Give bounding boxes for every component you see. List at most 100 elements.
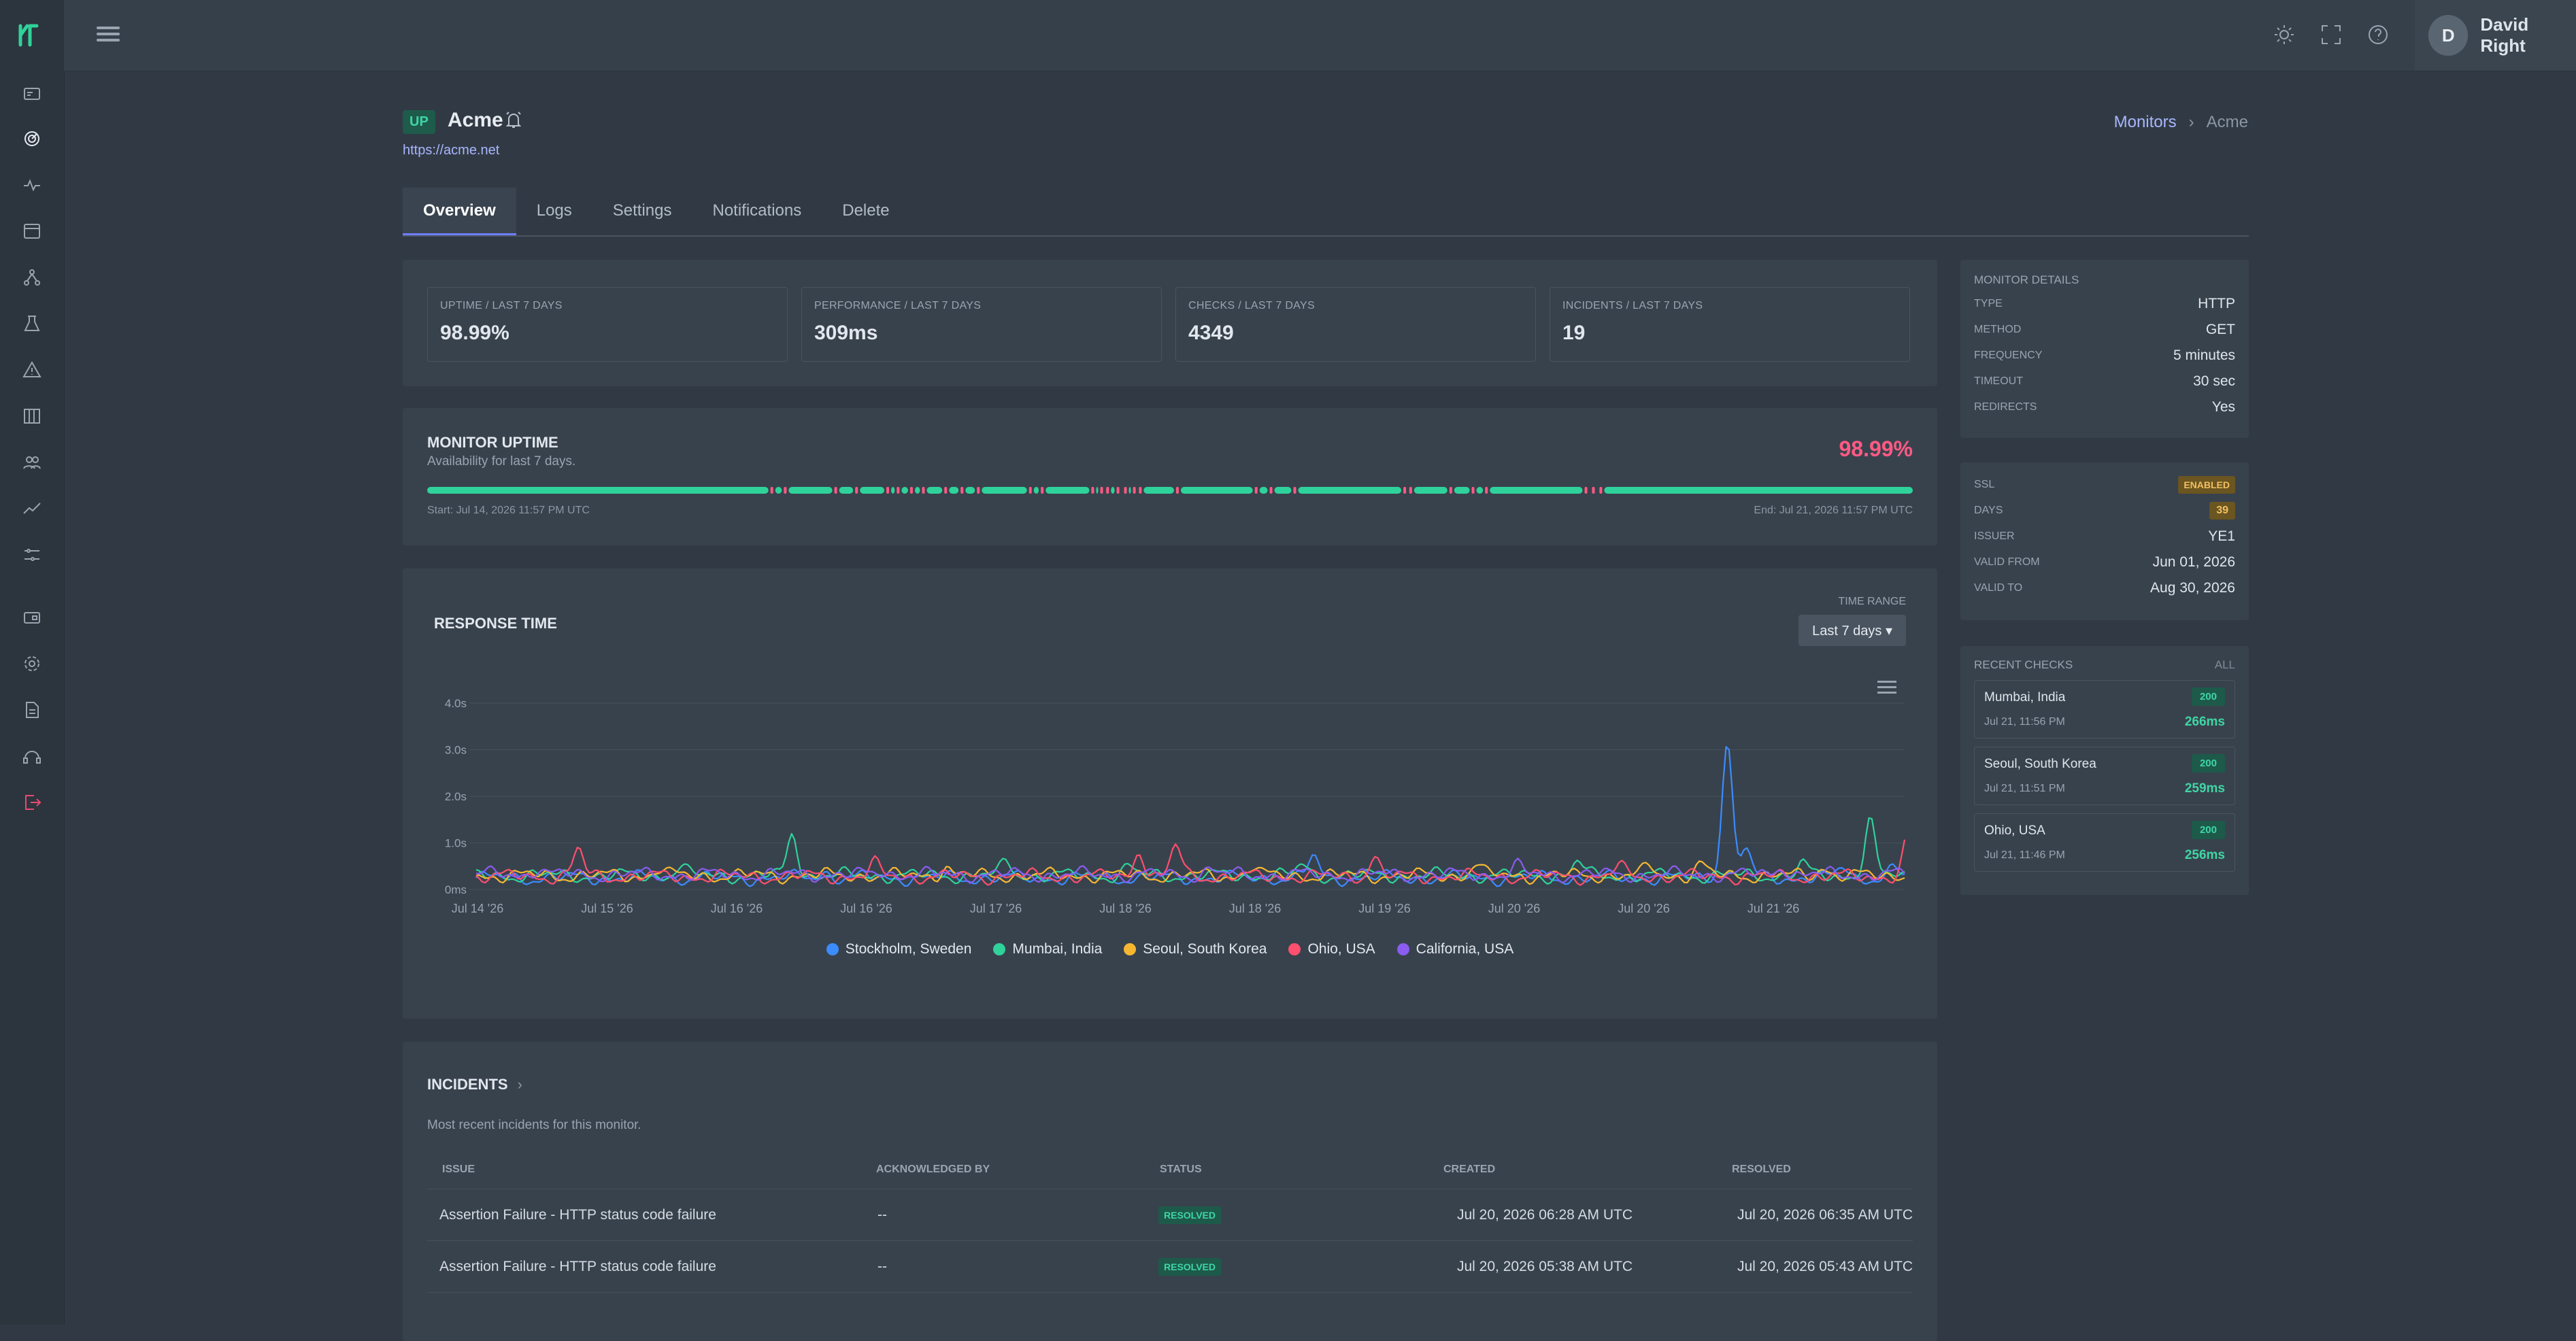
downtime-marker — [1293, 487, 1297, 494]
detail-value: 5 minutes — [2173, 347, 2235, 363]
downtime-marker — [1041, 487, 1044, 494]
stats-panel: UPTIME / LAST 7 DAYS 98.99% PERFORMANCE … — [403, 260, 1937, 386]
downtime-marker — [1028, 487, 1032, 494]
integrations-icon[interactable] — [18, 264, 46, 291]
downtime-marker — [1471, 487, 1475, 494]
settings-list-icon[interactable] — [18, 541, 46, 568]
recent-checks-panel: RECENT CHECKS All Mumbai, India Jul 21, … — [1960, 646, 2249, 895]
incident-issue: Assertion Failure - HTTP status code fai… — [439, 1206, 716, 1223]
incident-resolved: Jul 20, 2026 05:43 AM UTC — [1737, 1258, 1913, 1274]
legend-item-stockholm[interactable]: Stockholm, Sweden — [826, 941, 971, 957]
downtime-marker — [1139, 487, 1142, 494]
uptime-subtitle: Availability for last 7 days. — [427, 454, 576, 469]
ssl-days-label: DAYS — [1974, 505, 2003, 516]
view-all-checks-link[interactable]: All — [2214, 658, 2235, 671]
incident-created: Jul 20, 2026 06:28 AM UTC — [1457, 1206, 1633, 1223]
column-header: STATUS — [1160, 1164, 1202, 1175]
table-row[interactable]: Assertion Failure - HTTP status code fai… — [427, 1241, 1913, 1293]
legend-label: California, USA — [1416, 941, 1514, 957]
stat-value: 309ms — [814, 322, 878, 344]
gear-icon[interactable] — [18, 650, 46, 677]
check-time: Jul 21, 11:51 PM — [1984, 783, 2065, 794]
menu-toggle-icon[interactable] — [97, 23, 120, 46]
uptime-bar[interactable] — [427, 487, 1913, 494]
user-menu[interactable]: D David Right — [2415, 0, 2576, 71]
ssl-key: VALID TO — [1974, 582, 2023, 594]
stat-performance: PERFORMANCE / LAST 7 DAYS 309ms — [801, 287, 1162, 362]
legend-item-seoul[interactable]: Seoul, South Korea — [1124, 941, 1267, 957]
fullscreen-icon[interactable] — [2318, 22, 2344, 48]
uptime-segment — [965, 487, 975, 494]
stat-label: CHECKS / LAST 7 DAYS — [1188, 300, 1315, 311]
ssl-key: VALID FROM — [1974, 556, 2040, 568]
status-pages-icon[interactable] — [18, 403, 46, 430]
monitor-details-title: MONITOR DETAILS — [1974, 273, 2079, 286]
legend-label: Mumbai, India — [1012, 941, 1103, 957]
downtime-marker — [1592, 487, 1595, 494]
check-item[interactable]: Seoul, South Korea Jul 21, 11:51 PM 200 … — [1974, 747, 2235, 805]
x-tick-label: Jul 16 '26 — [711, 902, 763, 915]
tab-settings[interactable]: Settings — [612, 201, 672, 220]
uptime-segment — [1604, 487, 1913, 494]
detail-key: METHOD — [1974, 324, 2022, 335]
billing-icon[interactable] — [18, 604, 46, 631]
logo[interactable] — [15, 22, 49, 49]
reports-icon[interactable] — [18, 495, 46, 522]
uptime-segment — [1033, 487, 1039, 494]
ssl-value: Jun 01, 2026 — [2152, 554, 2235, 570]
incidents-icon[interactable] — [18, 356, 46, 384]
series-line-california-usa — [475, 858, 1905, 884]
support-icon[interactable] — [18, 743, 46, 770]
stat-label: UPTIME / LAST 7 DAYS — [440, 300, 563, 311]
logout-icon[interactable] — [18, 789, 46, 816]
stat-label: INCIDENTS / LAST 7 DAYS — [1562, 300, 1703, 311]
downtime-marker — [1133, 487, 1136, 494]
uptime-segment — [1454, 487, 1470, 494]
check-item[interactable]: Mumbai, India Jul 21, 11:56 PM 200 266ms — [1974, 680, 2235, 739]
monitors-icon[interactable] — [18, 125, 46, 152]
y-tick-label: 2.0s — [445, 790, 467, 803]
downtime-marker — [944, 487, 948, 494]
monitor-url-link[interactable]: https://acme.net — [403, 143, 500, 158]
ssl-panel: SSL ENABLED DAYS 39 ISSUER YE1 VALID FROM Ju… — [1960, 462, 2249, 620]
tab-delete[interactable]: Delete — [842, 201, 890, 220]
legend-item-california[interactable]: California, USA — [1396, 941, 1514, 957]
uptime-segment — [1274, 487, 1292, 494]
page-title: Acme — [448, 109, 503, 131]
docs-icon[interactable] — [18, 696, 46, 724]
downtime-marker — [977, 487, 980, 494]
dashboard-icon[interactable] — [18, 80, 46, 107]
breadcrumb-monitors-link[interactable]: Monitors — [2113, 113, 2177, 131]
sun-icon[interactable] — [2271, 22, 2297, 48]
bell-icon[interactable] — [503, 110, 524, 131]
tab-logs[interactable]: Logs — [536, 201, 572, 220]
tab-overview[interactable]: Overview — [403, 188, 516, 235]
help-icon[interactable] — [2365, 22, 2391, 48]
time-range-dropdown[interactable]: Last 7 days ▾ — [1799, 615, 1906, 646]
legend-dot — [1288, 943, 1301, 955]
uptime-segment — [1046, 487, 1090, 494]
tab-notifications[interactable]: Notifications — [712, 201, 802, 220]
team-icon[interactable] — [18, 449, 46, 476]
incidents-header[interactable]: INCIDENTS › — [427, 1076, 522, 1093]
downtime-marker — [834, 487, 837, 494]
chart-menu-icon[interactable] — [1877, 677, 1896, 695]
downtime-marker — [886, 487, 890, 494]
check-item[interactable]: Ohio, USA Jul 21, 11:46 PM 200 256ms — [1974, 813, 2235, 872]
legend-dot — [1124, 943, 1137, 955]
table-row[interactable]: Assertion Failure - HTTP status code fai… — [427, 1189, 1913, 1241]
heartbeat-icon[interactable] — [18, 171, 46, 199]
legend-item-ohio[interactable]: Ohio, USA — [1288, 941, 1375, 957]
tests-icon[interactable] — [18, 310, 46, 337]
downtime-marker — [909, 487, 913, 494]
uptime-segment — [839, 487, 854, 494]
response-time-chart: 0ms 1.0s 2.0s 3.0s 4.0s Jul 14 '26 Jul 15 '26 J… — [445, 697, 1906, 915]
ssl-key: ISSUER — [1974, 530, 2015, 542]
x-tick-label: Jul 21 '26 — [1747, 902, 1800, 915]
y-tick-label: 0ms — [445, 883, 467, 896]
pages-icon[interactable] — [18, 218, 46, 245]
column-header: RESOLVED — [1732, 1164, 1791, 1175]
uptime-segment — [901, 487, 908, 494]
check-location: Seoul, South Korea — [1984, 757, 2096, 771]
legend-item-mumbai[interactable]: Mumbai, India — [993, 941, 1102, 957]
